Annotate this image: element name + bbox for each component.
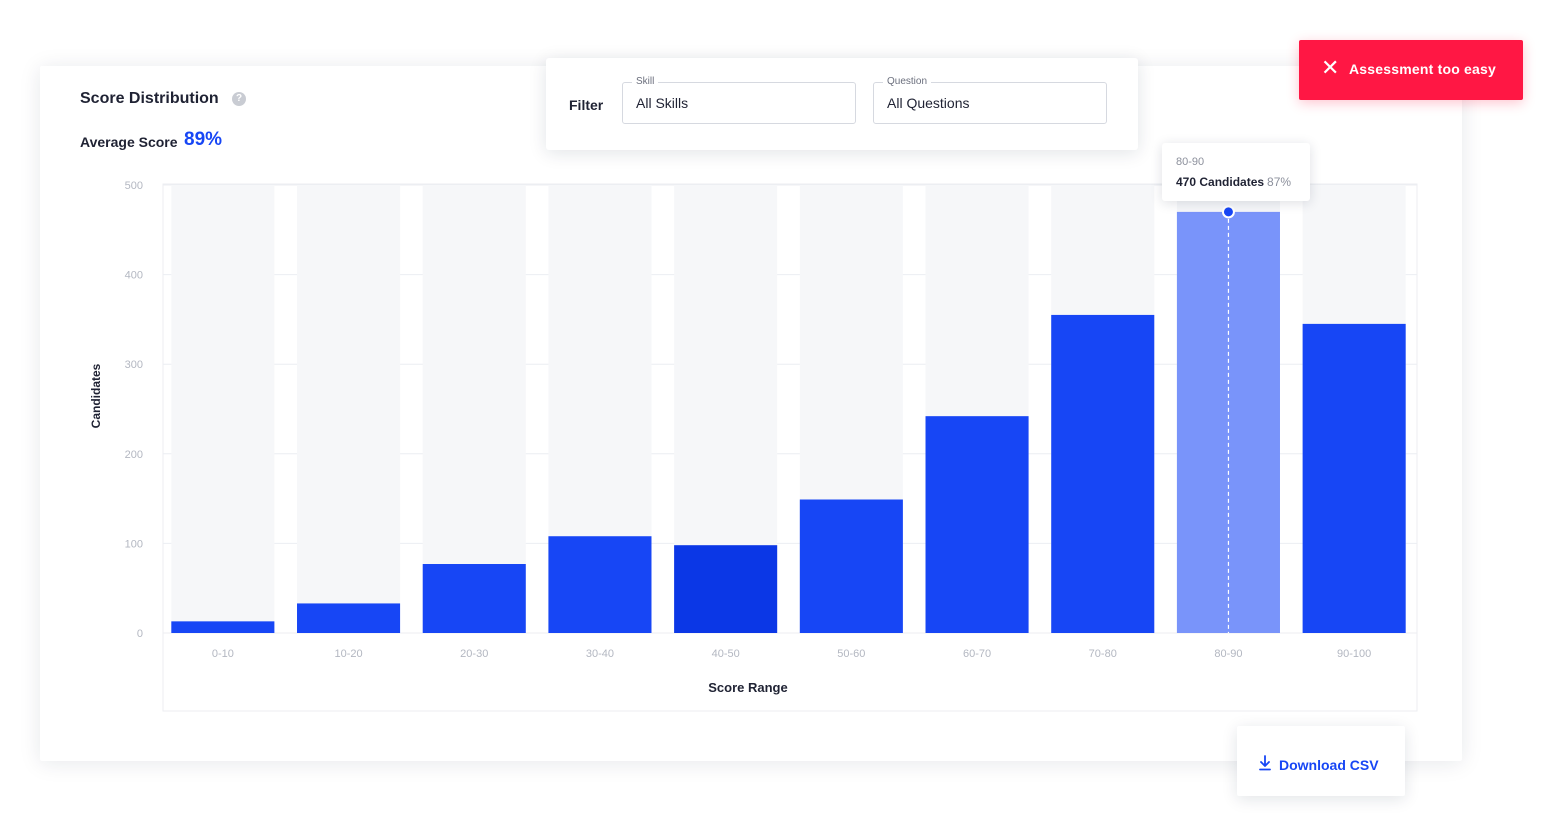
bar <box>1302 323 1406 633</box>
y-tick-label: 400 <box>125 270 143 282</box>
x-tick-label: 10-20 <box>334 648 362 660</box>
x-tick-label: 30-40 <box>586 648 614 660</box>
y-tick-label: 500 <box>125 180 143 192</box>
skill-select-legend: Skill <box>632 76 659 87</box>
close-icon[interactable]: ✕ <box>1321 55 1340 80</box>
y-tick-label: 300 <box>125 359 143 371</box>
filter-label: Filter <box>569 97 604 113</box>
assessment-too-easy-alert[interactable]: ✕ Assessment too easy <box>1299 40 1523 100</box>
x-tick-label: 40-50 <box>712 648 740 660</box>
x-tick-label: 0-10 <box>212 648 234 660</box>
bar <box>548 536 652 633</box>
bar <box>925 416 1029 633</box>
tooltip-range: 80-90 <box>1176 156 1205 168</box>
y-tick-label: 0 <box>137 628 143 640</box>
x-tick-label: 90-100 <box>1337 648 1371 660</box>
bar <box>799 499 903 633</box>
filter-panel: Filter Skill All Skills Question All Que… <box>546 58 1138 150</box>
download-csv-button[interactable]: Download CSV <box>1237 726 1405 796</box>
download-csv-label: Download CSV <box>1279 757 1379 773</box>
x-tick-label: 70-80 <box>1089 648 1117 660</box>
y-tick-label: 200 <box>125 449 143 461</box>
tooltip-percent: 87% <box>1267 175 1292 189</box>
x-axis-label: Score Range <box>708 680 787 695</box>
average-score-label: Average Score <box>80 134 178 150</box>
bar <box>1051 314 1155 633</box>
alert-text: Assessment too easy <box>1349 61 1496 77</box>
bar-background <box>422 185 526 633</box>
x-tick-label: 50-60 <box>837 648 865 660</box>
skill-select-value: All Skills <box>636 95 689 111</box>
tooltip-candidates: 470 Candidates <box>1176 175 1265 189</box>
bar <box>171 621 275 633</box>
question-circle-icon[interactable]: ? <box>232 92 246 106</box>
y-tick-label: 100 <box>125 538 143 550</box>
x-tick-label: 60-70 <box>963 648 991 660</box>
tooltip-count: 470 Candidates 87% <box>1176 175 1291 189</box>
download-icon <box>1259 755 1271 771</box>
bar <box>297 603 401 633</box>
question-select-value: All Questions <box>887 95 970 111</box>
question-select[interactable]: Question All Questions <box>873 76 1107 124</box>
bar-tooltip: 80-90 470 Candidates 87% <box>1162 143 1310 201</box>
question-select-legend: Question <box>883 76 932 87</box>
bar <box>674 545 778 633</box>
plot-frame <box>162 183 1418 712</box>
bar-background <box>297 185 401 633</box>
bar-background <box>171 185 275 633</box>
x-tick-label: 80-90 <box>1214 648 1242 660</box>
bar <box>422 564 526 633</box>
highlight-point <box>1223 207 1233 217</box>
x-tick-label: 20-30 <box>460 648 488 660</box>
chart-title: Score Distribution <box>80 90 219 107</box>
average-score-value: 89% <box>184 129 223 150</box>
skill-select[interactable]: Skill All Skills <box>622 76 856 124</box>
y-axis-label: Candidates <box>89 363 103 428</box>
